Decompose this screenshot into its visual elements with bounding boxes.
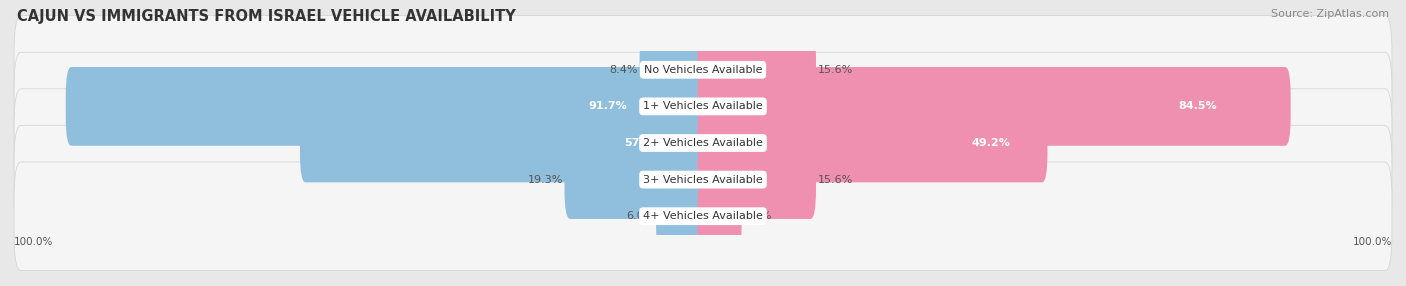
FancyBboxPatch shape [14, 52, 1392, 160]
Text: 8.4%: 8.4% [610, 65, 638, 75]
Text: No Vehicles Available: No Vehicles Available [644, 65, 762, 75]
FancyBboxPatch shape [66, 67, 709, 146]
FancyBboxPatch shape [697, 104, 1047, 182]
Text: 19.3%: 19.3% [527, 175, 564, 184]
FancyBboxPatch shape [14, 126, 1392, 234]
Text: 84.5%: 84.5% [1178, 102, 1218, 111]
FancyBboxPatch shape [697, 67, 1291, 146]
FancyBboxPatch shape [697, 140, 815, 219]
Text: 57.7%: 57.7% [624, 138, 662, 148]
Text: 6.0%: 6.0% [627, 211, 655, 221]
Text: 100.0%: 100.0% [1353, 237, 1392, 247]
Text: 49.2%: 49.2% [972, 138, 1011, 148]
Text: 1+ Vehicles Available: 1+ Vehicles Available [643, 102, 763, 111]
Text: 15.6%: 15.6% [817, 175, 852, 184]
Text: 100.0%: 100.0% [14, 237, 53, 247]
Text: 3+ Vehicles Available: 3+ Vehicles Available [643, 175, 763, 184]
FancyBboxPatch shape [697, 30, 815, 109]
Text: 4.8%: 4.8% [742, 211, 772, 221]
FancyBboxPatch shape [299, 104, 709, 182]
Text: Source: ZipAtlas.com: Source: ZipAtlas.com [1271, 9, 1389, 19]
Text: CAJUN VS IMMIGRANTS FROM ISRAEL VEHICLE AVAILABILITY: CAJUN VS IMMIGRANTS FROM ISRAEL VEHICLE … [17, 9, 516, 23]
FancyBboxPatch shape [697, 177, 741, 256]
FancyBboxPatch shape [14, 89, 1392, 197]
FancyBboxPatch shape [14, 16, 1392, 124]
Text: 4+ Vehicles Available: 4+ Vehicles Available [643, 211, 763, 221]
Text: 15.6%: 15.6% [817, 65, 852, 75]
Text: 91.7%: 91.7% [589, 102, 627, 111]
FancyBboxPatch shape [640, 30, 709, 109]
FancyBboxPatch shape [565, 140, 709, 219]
Text: 2+ Vehicles Available: 2+ Vehicles Available [643, 138, 763, 148]
FancyBboxPatch shape [657, 177, 709, 256]
FancyBboxPatch shape [14, 162, 1392, 270]
